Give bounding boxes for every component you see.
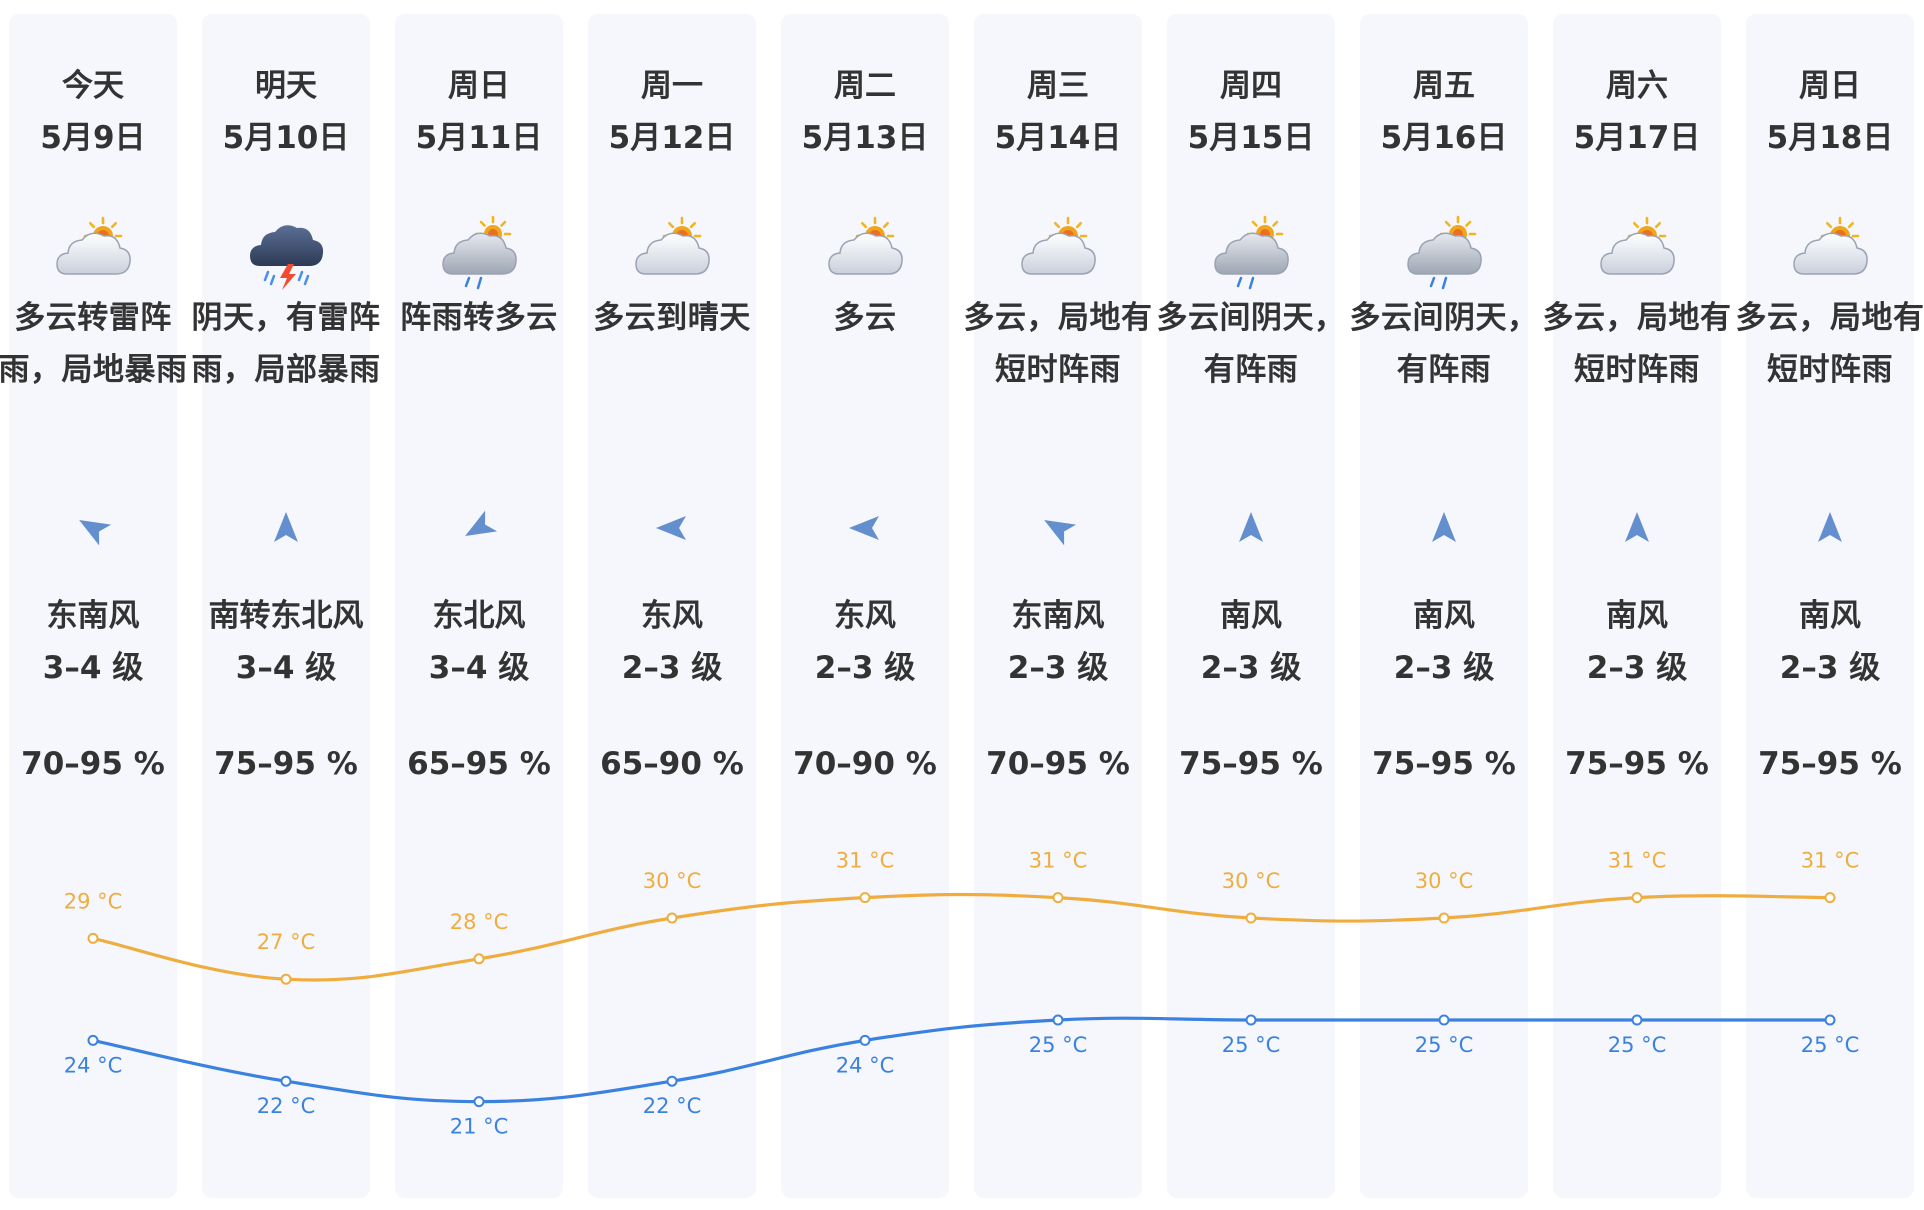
wind-level: 2–3 级: [621, 650, 723, 686]
partly-cloudy-icon: [1597, 214, 1677, 294]
weather-description: 多云到晴天: [593, 300, 751, 336]
wind-arrow-east-icon: [845, 508, 885, 548]
day-date: 5月12日: [608, 120, 736, 156]
day-column: 周六 5月17日 多云，局地有短时阵雨 南风 2–3 级 75–95 %: [1543, 14, 1731, 1198]
weather-description: 多云，局地有短时阵雨: [1735, 300, 1924, 388]
day-name: 周三: [1027, 68, 1089, 104]
weather-description: 多云转雷阵雨，局地暴雨: [0, 300, 188, 388]
thunderstorm-icon: [246, 214, 326, 294]
wind-level: 2–3 级: [1779, 650, 1881, 686]
wind-level: 3–4 级: [42, 650, 144, 686]
partly-cloudy-icon: [825, 214, 905, 294]
weather-description: 多云间阴天，有阵雨: [1349, 300, 1539, 388]
wind-level: 2–3 级: [814, 650, 916, 686]
day-date: 5月17日: [1573, 120, 1701, 156]
day-name: 周日: [448, 68, 510, 104]
day-name: 周一: [641, 68, 703, 104]
day-column: 周一 5月12日 多云到晴天 东风 2–3 级 65–90 %: [588, 14, 756, 1198]
wind-arrow-northeast-icon: [459, 508, 499, 548]
weather-description: 阴天，有雷阵雨，局部暴雨: [191, 300, 381, 388]
wind-direction: 东北风: [432, 598, 526, 634]
wind-direction: 南风: [1606, 598, 1668, 634]
day-column: 周五 5月16日 多云间阴天，有阵雨 南风 2–3 级 75–95 %: [1350, 14, 1538, 1198]
day-column: 周日 5月18日 多云，局地有短时阵雨 南风 2–3 级 75–95 %: [1736, 14, 1924, 1198]
day-date: 5月10日: [222, 120, 350, 156]
shower-icon: [439, 214, 519, 294]
wind-level: 2–3 级: [1007, 650, 1109, 686]
wind-arrow-south-icon: [1617, 508, 1657, 548]
day-column: 周日 5月11日 阵雨转多云 东北风 3–4 级 65–95 %: [395, 14, 563, 1198]
day-date: 5月11日: [415, 120, 543, 156]
shower-icon: [1211, 214, 1291, 294]
wind-arrow-south-icon: [1424, 508, 1464, 548]
day-date: 5月14日: [994, 120, 1122, 156]
weather-description: 多云，局地有短时阵雨: [963, 300, 1153, 388]
day-name: 明天: [255, 68, 317, 104]
weather-description: 多云，局地有短时阵雨: [1542, 300, 1732, 388]
day-name: 周四: [1220, 68, 1282, 104]
humidity: 70–95 %: [21, 746, 165, 782]
wind-direction: 东风: [834, 598, 896, 634]
humidity: 70–90 %: [793, 746, 937, 782]
wind-level: 2–3 级: [1393, 650, 1495, 686]
humidity: 65–90 %: [600, 746, 744, 782]
wind-level: 3–4 级: [428, 650, 530, 686]
wind-direction: 南风: [1799, 598, 1861, 634]
wind-direction: 南风: [1413, 598, 1475, 634]
weather-description: 阵雨转多云: [400, 300, 558, 336]
wind-direction: 东南风: [1011, 598, 1105, 634]
day-date: 5月15日: [1187, 120, 1315, 156]
humidity: 75–95 %: [1565, 746, 1709, 782]
day-column: 今天 5月9日 多云转雷阵雨，局地暴雨 东南风 3–4 级 70–95 %: [0, 14, 187, 1198]
day-date: 5月9日: [40, 120, 146, 156]
humidity: 75–95 %: [214, 746, 358, 782]
wind-level: 3–4 级: [235, 650, 337, 686]
day-name: 周五: [1413, 68, 1475, 104]
day-name: 周日: [1799, 68, 1861, 104]
humidity: 70–95 %: [986, 746, 1130, 782]
day-column: 明天 5月10日 阴天，有雷阵雨，局部暴雨 南转东北风 3–4 级 75–95 …: [192, 14, 380, 1198]
wind-arrow-south-icon: [266, 508, 306, 548]
wind-direction: 东南风: [46, 598, 140, 634]
wind-arrow-east-icon: [652, 508, 692, 548]
wind-level: 2–3 级: [1586, 650, 1688, 686]
weather-description: 多云: [833, 300, 897, 336]
wind-level: 2–3 级: [1200, 650, 1302, 686]
day-column: 周二 5月13日 多云 东风 2–3 级 70–90 %: [781, 14, 949, 1198]
day-name: 周六: [1606, 68, 1668, 104]
day-column: 周三 5月14日 多云，局地有短时阵雨 东南风 2–3 级 70–95 %: [964, 14, 1152, 1198]
humidity: 75–95 %: [1372, 746, 1516, 782]
day-column: 周四 5月15日 多云间阴天，有阵雨 南风 2–3 级 75–95 %: [1157, 14, 1345, 1198]
wind-direction: 南风: [1220, 598, 1282, 634]
wind-direction: 东风: [641, 598, 703, 634]
humidity: 75–95 %: [1758, 746, 1902, 782]
humidity: 75–95 %: [1179, 746, 1323, 782]
partly-cloudy-icon: [1790, 214, 1870, 294]
day-date: 5月13日: [801, 120, 929, 156]
day-date: 5月16日: [1380, 120, 1508, 156]
partly-cloudy-icon: [632, 214, 712, 294]
shower-icon: [1404, 214, 1484, 294]
humidity: 65–95 %: [407, 746, 551, 782]
day-name: 周二: [834, 68, 896, 104]
weather-description: 多云间阴天，有阵雨: [1156, 300, 1346, 388]
day-date: 5月18日: [1766, 120, 1894, 156]
day-name: 今天: [62, 68, 124, 104]
partly-cloudy-icon: [53, 214, 133, 294]
wind-direction: 南转东北风: [208, 598, 364, 634]
wind-arrow-southeast-icon: [1038, 508, 1078, 548]
wind-arrow-south-icon: [1810, 508, 1850, 548]
wind-arrow-southeast-icon: [73, 508, 113, 548]
wind-arrow-south-icon: [1231, 508, 1271, 548]
partly-cloudy-icon: [1018, 214, 1098, 294]
